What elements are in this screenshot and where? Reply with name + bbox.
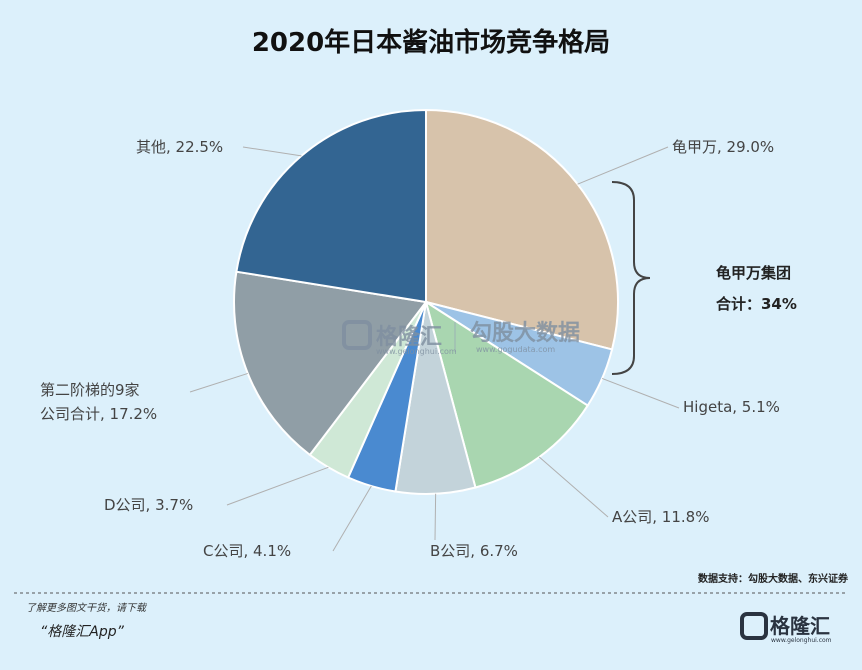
footer-download-text: 了解更多图文干货，请下载: [26, 602, 148, 614]
leader-line: [226, 466, 329, 506]
watermark-url: www.gogudata.com: [476, 345, 555, 354]
watermark-brand: 格隆汇: [376, 324, 442, 350]
slice-label: 第二阶梯的9家: [40, 381, 140, 399]
slice-label: D公司, 3.7%: [104, 496, 193, 514]
logo-icon: [740, 612, 768, 640]
slice-labels: 龟甲万, 29.0% Higeta, 5.1% A公司, 11.8% B公司, 6.7…: [40, 138, 780, 560]
slice-label: 公司合计, 17.2%: [40, 405, 157, 423]
pie-slices: [233, 108, 619, 495]
leader-line: [577, 146, 669, 185]
group-bracket: [611, 181, 651, 375]
logo-sub: www.gelonghui.com: [771, 637, 832, 644]
chart-title: 2020年日本酱油市场竞争格局: [252, 27, 610, 58]
leader-line: [332, 485, 372, 552]
logo-text: 格隆汇: [770, 614, 830, 638]
leader-line: [434, 493, 437, 541]
annotation-line-1: 龟甲万集团: [716, 264, 791, 282]
pie-slice: [424, 299, 590, 489]
leader-line: [189, 372, 248, 393]
watermark-partner: 勾股大数据: [470, 320, 580, 346]
annotation-line-2: 合计：34%: [715, 295, 797, 313]
slice-label: C公司, 4.1%: [203, 542, 291, 560]
footer-app-name: “格隆汇App”: [40, 624, 125, 640]
leader-line: [538, 456, 609, 518]
leader-lines: [189, 146, 680, 552]
slice-label: B公司, 6.7%: [430, 542, 518, 560]
slice-label: 其他, 22.5%: [136, 138, 223, 156]
slice-label: Higeta, 5.1%: [683, 398, 780, 416]
slice-label: A公司, 11.8%: [612, 508, 709, 526]
source-note: 数据支持：勾股大数据、东兴证券: [698, 572, 849, 585]
pie-slice: [425, 108, 619, 351]
slice-label: 龟甲万, 29.0%: [672, 138, 774, 156]
pie-slice: [235, 108, 427, 304]
watermark: 格隆汇 勾股大数据 www.gogudata.com www.gelonghui…: [342, 320, 580, 356]
leader-line: [601, 377, 680, 409]
watermark-sub-url: www.gelonghui.com: [376, 347, 457, 356]
brand-logo: 格隆汇 www.gelonghui.com: [740, 612, 832, 644]
watermark-logo-icon: [342, 320, 372, 350]
leader-line: [242, 146, 302, 157]
